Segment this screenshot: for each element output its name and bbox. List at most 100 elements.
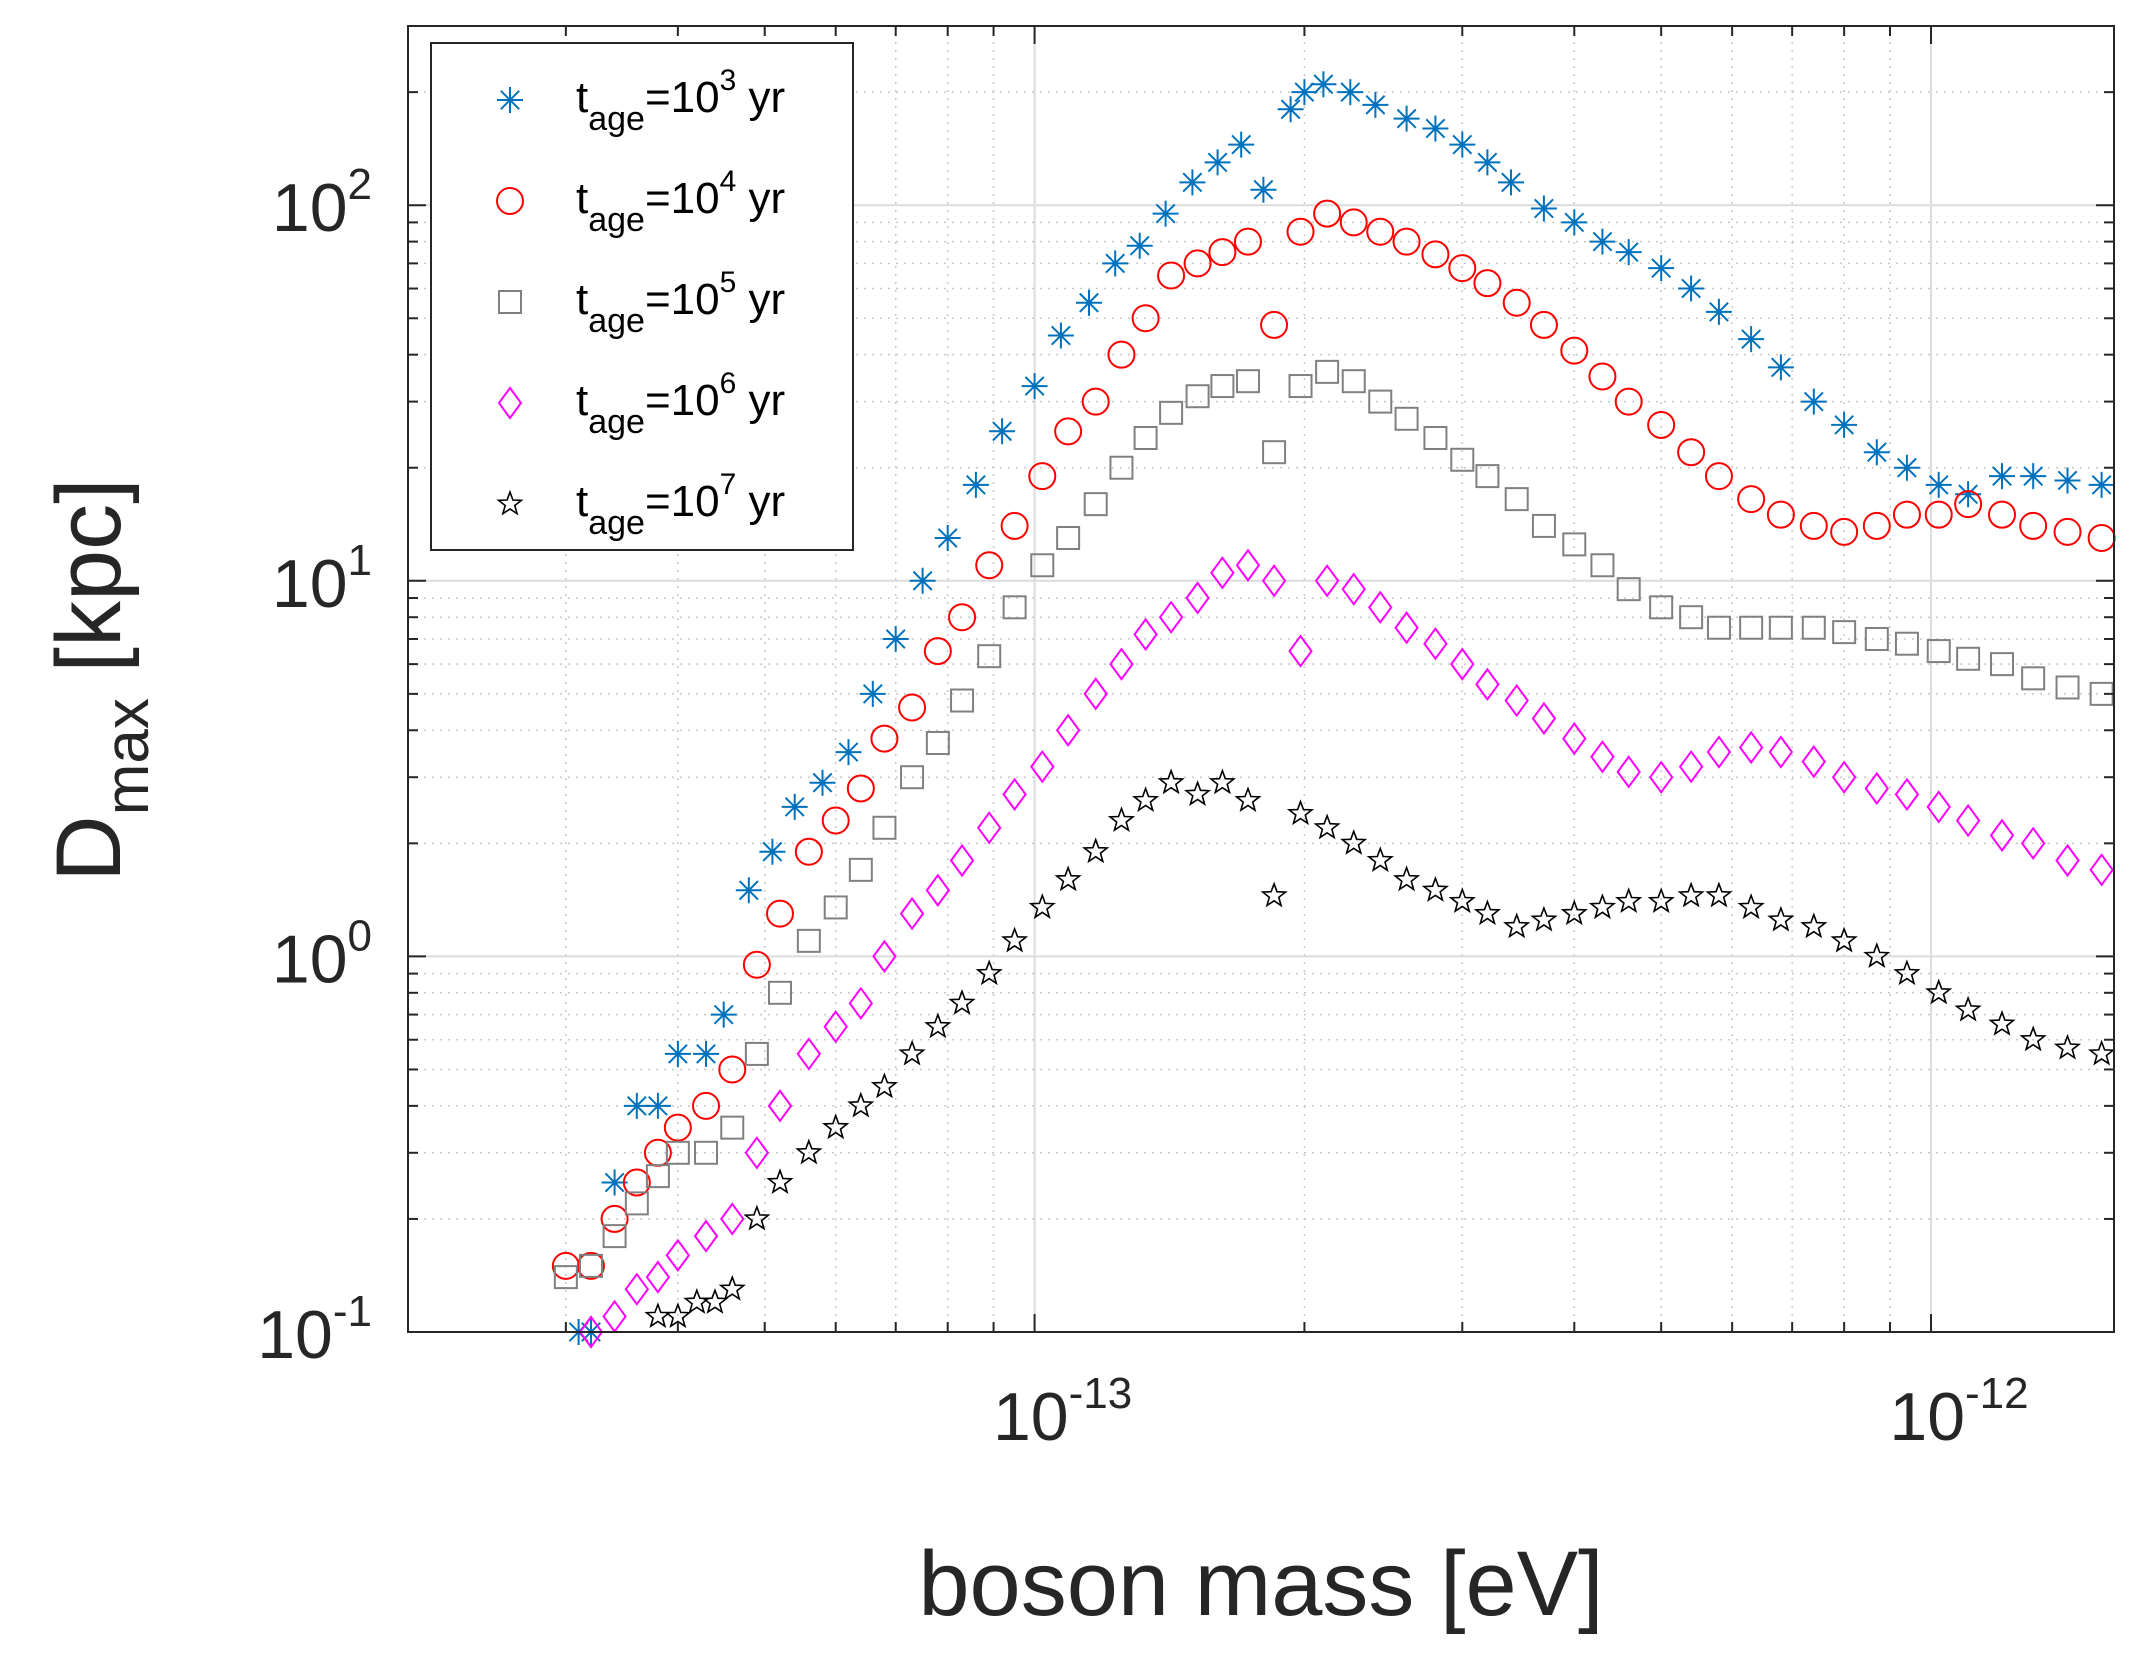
data-point xyxy=(1030,553,1055,578)
data-point xyxy=(1082,837,1110,864)
data-point xyxy=(1893,959,1921,986)
legend-label-superscript: 7 xyxy=(720,468,737,501)
data-point xyxy=(1766,500,1795,529)
data-point xyxy=(2053,517,2082,546)
data-point xyxy=(1561,209,1588,236)
x-tick-label: 10-12 xyxy=(1889,1369,2028,1455)
legend-label-subscript: age xyxy=(588,504,645,542)
data-point xyxy=(1157,768,1185,795)
data-point xyxy=(743,1204,771,1231)
y-tick-label-exponent: -1 xyxy=(333,1287,372,1336)
data-point xyxy=(1083,677,1108,711)
data-point xyxy=(624,1191,649,1216)
data-point xyxy=(1000,511,1029,540)
series-4 xyxy=(578,548,2114,1349)
data-point xyxy=(1926,790,1951,824)
legend-marker-2 xyxy=(496,187,524,215)
data-point xyxy=(624,1272,650,1306)
data-point xyxy=(2019,511,2048,540)
data-point xyxy=(909,567,936,594)
y-tick-label: 102 xyxy=(272,160,372,246)
data-point xyxy=(1560,336,1589,365)
legend-marker-4 xyxy=(497,386,523,420)
data-point xyxy=(1448,887,1476,914)
data-point xyxy=(1250,176,1277,203)
y-axis-title-rest: [kpc] xyxy=(38,478,140,698)
x-axis-title: boson mass [eV] xyxy=(918,1533,1603,1635)
data-point xyxy=(601,1169,628,1196)
legend-label-eq: =10 xyxy=(645,275,720,324)
data-point xyxy=(1530,195,1557,222)
legend-label-superscript: 6 xyxy=(720,367,737,400)
data-point xyxy=(1131,304,1160,333)
data-point xyxy=(1864,626,1889,651)
y-tick-label-base: 10 xyxy=(257,1297,333,1373)
data-point xyxy=(1133,425,1158,450)
data-point xyxy=(2087,1039,2116,1066)
data-point xyxy=(1028,462,1057,491)
data-point xyxy=(870,1072,898,1099)
series-5 xyxy=(644,768,2116,1329)
y-tick-label-base: 10 xyxy=(272,546,348,622)
data-point xyxy=(1368,590,1393,625)
data-point xyxy=(1475,667,1500,702)
data-point xyxy=(1531,701,1557,736)
y-tick-label-base: 10 xyxy=(272,921,348,997)
legend-label-superscript: 4 xyxy=(720,165,737,198)
data-point xyxy=(1260,310,1289,339)
data-point xyxy=(1926,639,1951,664)
data-point xyxy=(1831,411,1858,438)
data-point xyxy=(1288,374,1313,399)
data-point xyxy=(962,471,989,498)
data-point xyxy=(823,895,848,920)
data-point xyxy=(1705,298,1732,325)
data-point xyxy=(1313,199,1342,228)
data-point xyxy=(1341,369,1366,394)
data-point xyxy=(1234,786,1262,813)
data-point xyxy=(1159,400,1184,425)
data-point xyxy=(1366,217,1395,246)
data-point xyxy=(1394,406,1419,431)
data-point xyxy=(765,899,794,928)
data-point xyxy=(848,986,874,1021)
data-point xyxy=(720,1202,745,1236)
data-point xyxy=(1767,354,1794,381)
legend-label-t: t xyxy=(576,73,588,122)
legend-label-t: t xyxy=(576,376,588,425)
series-2 xyxy=(551,199,2116,1280)
x-tick-label-exponent: -13 xyxy=(1069,1369,1133,1418)
data-point xyxy=(665,1238,691,1273)
data-point xyxy=(1498,169,1524,196)
data-point xyxy=(744,1136,770,1170)
data-point xyxy=(1185,384,1210,409)
data-point xyxy=(664,1040,691,1067)
data-point xyxy=(1503,912,1531,939)
data-point xyxy=(1677,881,1705,908)
data-point xyxy=(1863,439,1890,466)
data-point xyxy=(718,1274,746,1301)
data-point xyxy=(1894,777,1920,812)
data-point xyxy=(742,950,771,979)
data-point xyxy=(1862,511,1891,540)
data-point xyxy=(710,1001,737,1028)
data-point xyxy=(924,1012,952,1039)
data-point xyxy=(1421,876,1449,902)
data-point xyxy=(1262,440,1287,465)
data-point xyxy=(1989,818,2015,853)
legend-label-superscript: 5 xyxy=(720,266,737,299)
data-point xyxy=(1830,926,1858,953)
data-point xyxy=(1423,627,1448,661)
data-point xyxy=(1076,289,1102,316)
data-point xyxy=(1448,254,1477,283)
data-point xyxy=(1235,548,1261,582)
data-point xyxy=(1473,269,1502,298)
data-point xyxy=(2055,675,2080,700)
data-point xyxy=(1648,255,1675,282)
data-point xyxy=(1831,760,1857,794)
data-point xyxy=(882,626,909,652)
data-point xyxy=(823,1009,848,1044)
data-point xyxy=(1588,362,1617,391)
data-point xyxy=(1340,828,1368,855)
data-point xyxy=(847,1091,875,1118)
data-point xyxy=(718,1055,747,1084)
